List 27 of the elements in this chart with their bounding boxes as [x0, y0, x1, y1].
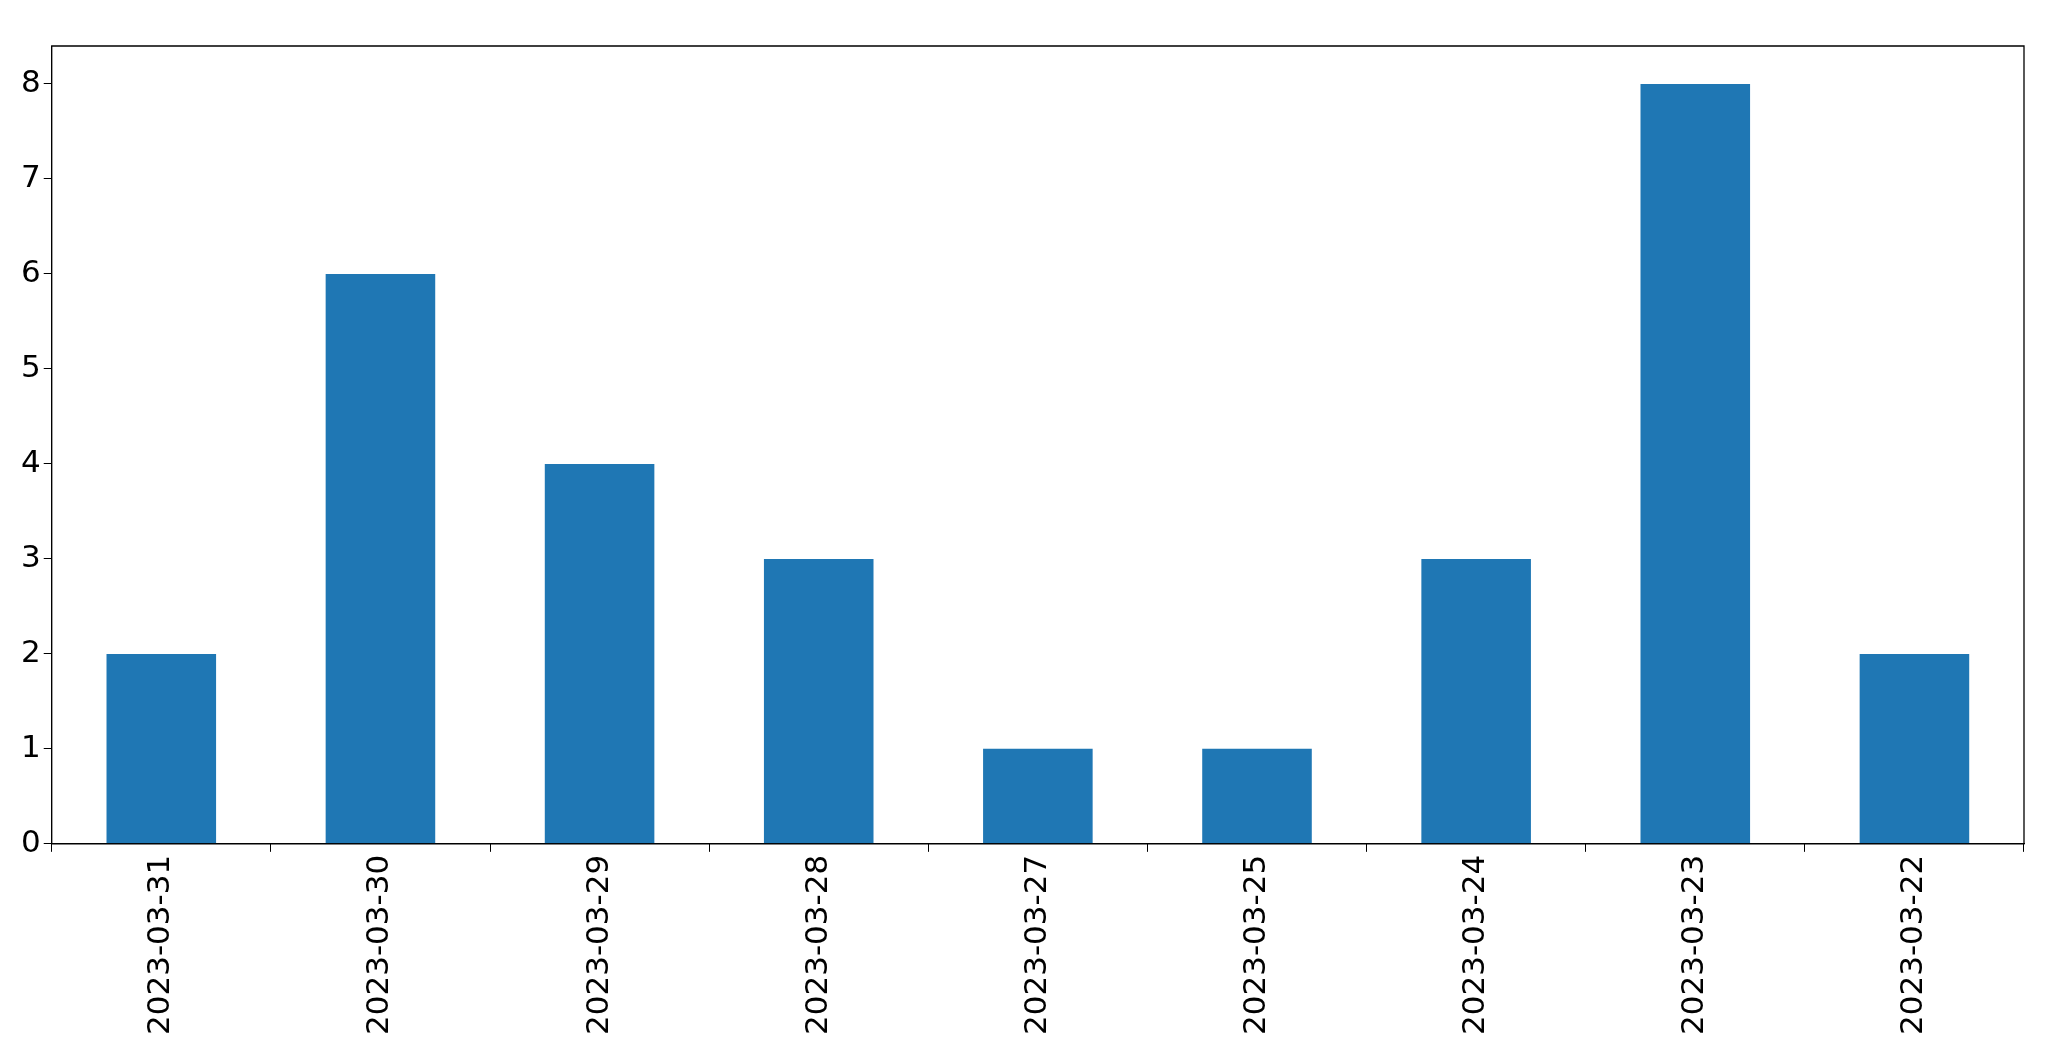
bar [325, 273, 436, 844]
y-tick-label: 0 [20, 822, 41, 859]
x-tick-label: 2023-03-31 [140, 854, 177, 1036]
y-tick-label: 2 [20, 632, 41, 669]
bar [544, 463, 655, 844]
x-tick-label: 2023-03-29 [578, 854, 615, 1036]
y-tick-label: 4 [20, 442, 41, 479]
bar [763, 558, 874, 844]
y-tick-label: 1 [20, 727, 41, 764]
y-tick-label: 6 [20, 253, 41, 289]
bar [1202, 748, 1312, 844]
x-tick-label: 2023-03-24 [1455, 854, 1492, 1036]
bar [1421, 558, 1531, 844]
x-tick-label: 2023-03-30 [359, 854, 396, 1036]
x-tick-label: 2023-03-25 [1236, 854, 1273, 1036]
bar [983, 748, 1093, 844]
x-tick-label: 2023-03-28 [797, 854, 834, 1036]
y-tick-label: 8 [20, 63, 41, 100]
x-tick-label: 2023-03-23 [1674, 854, 1711, 1036]
x-tick-label: 2023-03-22 [1893, 854, 1930, 1036]
bar [1859, 653, 1970, 844]
y-tick-label: 5 [20, 347, 41, 384]
x-tick-label: 2023-03-27 [1016, 854, 1053, 1036]
y-tick-label: 7 [20, 158, 41, 195]
bar [1640, 83, 1751, 844]
bar [106, 653, 217, 844]
y-tick-label: 3 [20, 537, 41, 574]
